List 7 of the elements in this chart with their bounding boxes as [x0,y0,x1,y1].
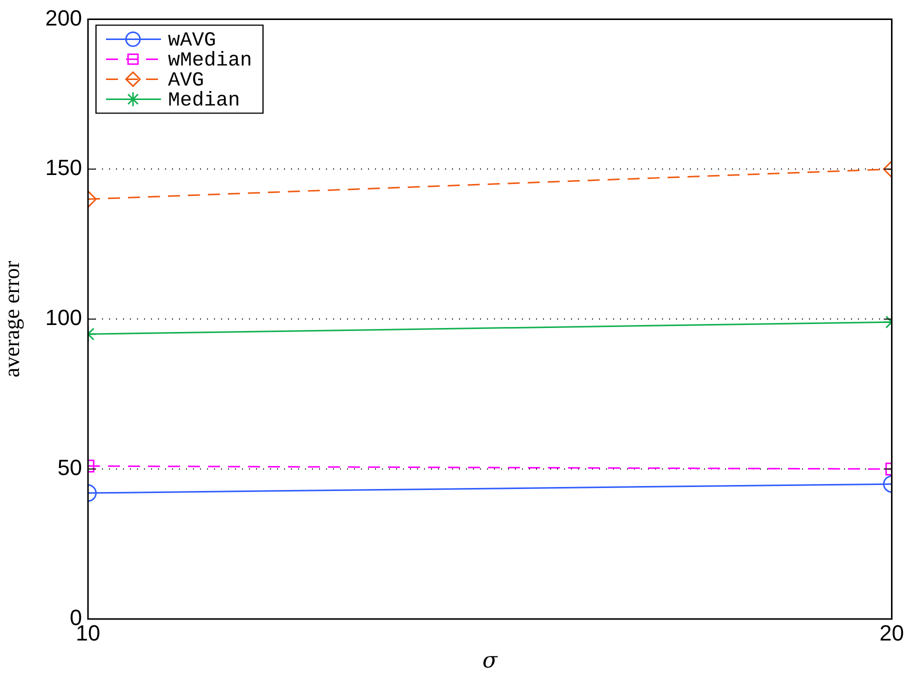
y-tick-label: 100 [45,305,82,330]
y-tick-label: 200 [45,5,82,30]
y-axis-title: average error [0,260,24,378]
y-tick-label: 150 [45,155,82,180]
x-axis-title: σ [482,648,498,674]
x-tick-label: 20 [880,620,904,646]
y-tick-label: 50 [58,455,82,480]
